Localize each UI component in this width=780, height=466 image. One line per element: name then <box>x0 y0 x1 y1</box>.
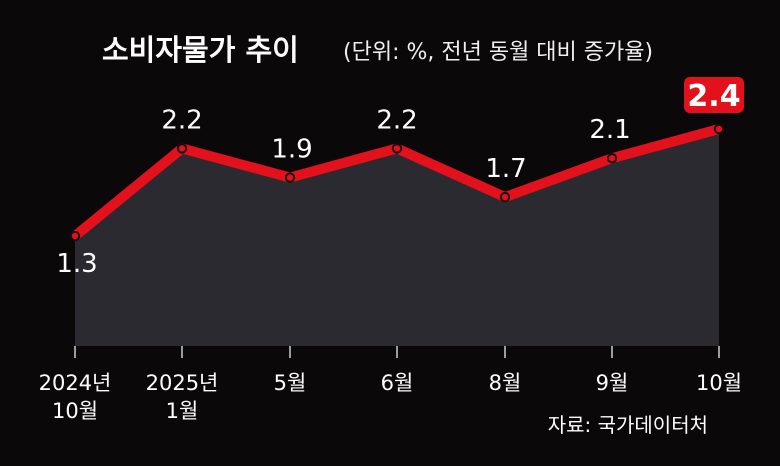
chart-subtitle: (단위: %, 전년 동월 대비 증가율) <box>343 40 653 65</box>
x-tick-label-line: 2025년 <box>146 371 219 395</box>
data-point <box>499 191 511 203</box>
data-point <box>176 143 188 154</box>
value-label-highlight: 2.4 <box>687 79 740 114</box>
x-tick-label: 2024년 10월 <box>39 371 112 423</box>
data-point <box>713 123 725 135</box>
x-tick-label: 2025년 1월 <box>146 371 219 423</box>
x-tick-label: 10월 <box>696 371 742 395</box>
source-note: 자료: 국가데이터처 <box>548 413 708 437</box>
value-label: 1.9 <box>271 135 312 165</box>
x-tick-label: 9월 <box>596 371 629 395</box>
data-point <box>391 143 403 154</box>
value-label: 1.7 <box>485 154 526 184</box>
area-fill <box>75 129 719 346</box>
data-point <box>69 230 81 242</box>
x-tick-label-line: 2024년 <box>39 371 112 395</box>
x-tick-label-line: 9월 <box>596 371 629 395</box>
x-tick-label: 5월 <box>274 371 307 395</box>
value-label: 2.2 <box>161 105 202 135</box>
x-tick-label: 6월 <box>381 371 414 395</box>
x-tick-label-line: 1월 <box>166 399 199 423</box>
data-point <box>606 153 618 164</box>
value-label: 2.1 <box>589 115 630 145</box>
x-tick-label-line: 6월 <box>381 371 414 395</box>
data-point <box>284 172 296 183</box>
x-tick-label-line: 10월 <box>696 371 742 395</box>
x-tick-label-line: 8월 <box>489 371 522 395</box>
plot-area: 1.3 2.2 1.9 2.2 1.7 2.1 2.4 2024년 10월 2025년 1월 5월 6월… <box>39 76 744 423</box>
value-label: 1.3 <box>56 249 97 279</box>
x-tick-label: 8월 <box>489 371 522 395</box>
x-tick-label-line: 5월 <box>274 371 307 395</box>
x-tick-label-line: 10월 <box>52 399 98 423</box>
highlight-badge <box>684 76 744 113</box>
chart-title: 소비자물가 추이 <box>102 33 299 67</box>
value-label: 2.2 <box>376 105 417 135</box>
